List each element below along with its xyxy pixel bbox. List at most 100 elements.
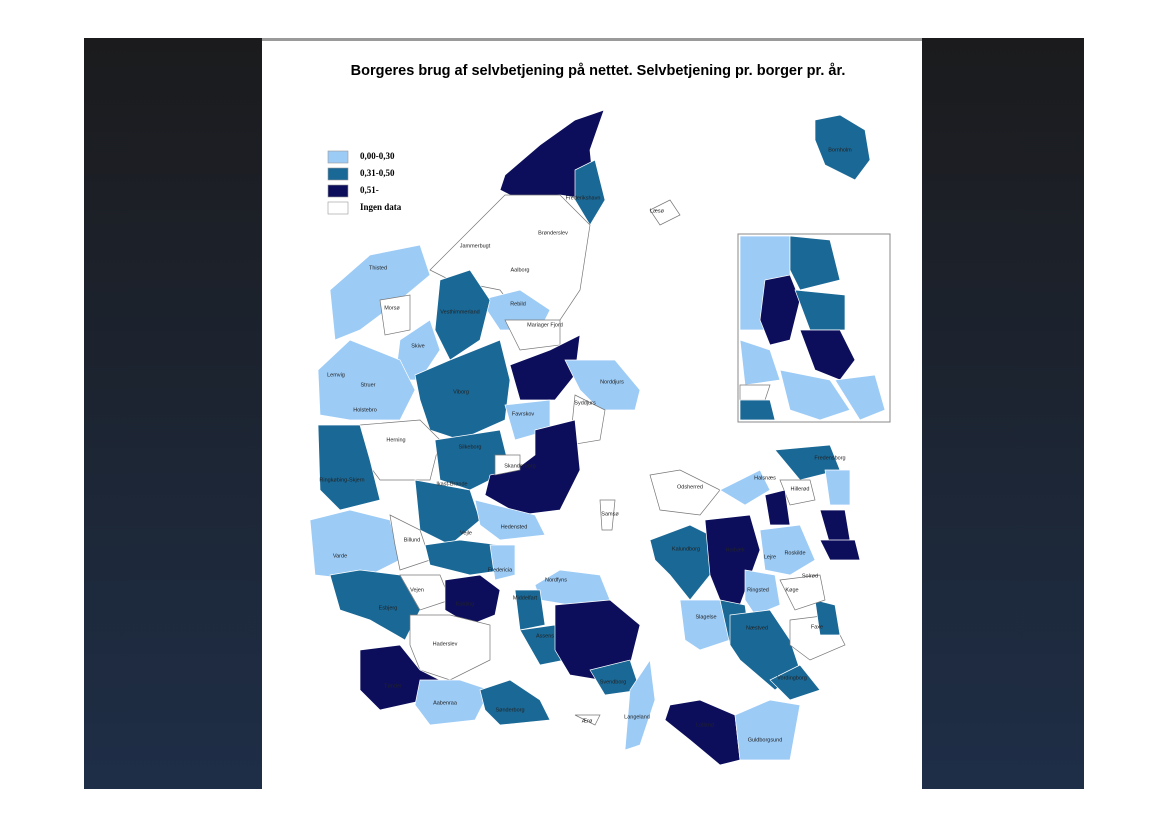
region bbox=[764, 489, 791, 526]
legend-label: 0,31-0,50 bbox=[360, 168, 395, 178]
region bbox=[489, 544, 516, 581]
municipality-label: Frederikshavn bbox=[566, 195, 601, 201]
municipality-label: Kalundborg bbox=[672, 546, 700, 552]
municipality-label: Favrskov bbox=[512, 411, 535, 417]
municipality-label: Guldborgsund bbox=[748, 737, 783, 743]
region bbox=[599, 499, 616, 531]
municipality-label: Hedensted bbox=[501, 524, 528, 530]
legend-swatch bbox=[327, 167, 349, 181]
municipality-label: Odsherred bbox=[677, 484, 703, 490]
municipality-label: Skanderborg bbox=[504, 463, 536, 469]
municipality-label: Brønderslev bbox=[538, 230, 568, 236]
region bbox=[739, 339, 781, 386]
municipality-label: Herning bbox=[386, 437, 405, 443]
region bbox=[414, 679, 491, 726]
municipality-label: Assens bbox=[536, 633, 554, 639]
region bbox=[814, 114, 871, 181]
municipality-label: Lejre bbox=[764, 554, 776, 560]
region bbox=[479, 679, 551, 726]
municipality-label: Aabenraa bbox=[433, 700, 458, 706]
region bbox=[814, 599, 841, 636]
municipality-label: Ringsted bbox=[747, 587, 769, 593]
municipality-label: Syddjurs bbox=[574, 400, 596, 406]
region bbox=[494, 454, 521, 476]
region bbox=[679, 599, 731, 651]
municipality-label: Tønder bbox=[384, 683, 402, 689]
region bbox=[317, 424, 381, 511]
municipality-label: Roskilde bbox=[784, 550, 805, 556]
region bbox=[379, 294, 411, 336]
municipality-label: Hillerød bbox=[791, 486, 810, 492]
municipality-label: Holstebro bbox=[353, 407, 377, 413]
municipality-label: Mariager Fjord bbox=[527, 322, 563, 328]
map-title: Borgeres brug af selvbetjening på nettet… bbox=[351, 63, 846, 79]
municipality-label: Middelfart bbox=[513, 595, 538, 601]
region bbox=[664, 699, 741, 766]
municipality-label: Silkeborg bbox=[459, 444, 482, 450]
municipality-label: Aalborg bbox=[511, 267, 530, 273]
region bbox=[514, 589, 546, 631]
region bbox=[649, 199, 681, 226]
region bbox=[624, 659, 656, 751]
municipality-label: Rebild bbox=[510, 301, 526, 307]
municipality-label: Slagelse bbox=[695, 614, 716, 620]
municipality-label: Sønderborg bbox=[495, 707, 524, 713]
region bbox=[834, 374, 886, 421]
municipality-label: Fredericia bbox=[488, 567, 513, 573]
municipality-label: Faxe bbox=[811, 624, 823, 630]
legend-label: 0,51- bbox=[360, 185, 379, 195]
municipality-label: Ringkøbing-Skjern bbox=[319, 477, 364, 483]
region bbox=[794, 289, 846, 331]
region bbox=[434, 269, 491, 361]
municipality-label: Svendborg bbox=[600, 679, 627, 685]
municipality-label: Thisted bbox=[369, 265, 387, 271]
region bbox=[779, 369, 851, 421]
region bbox=[317, 339, 416, 421]
region bbox=[759, 274, 801, 346]
region bbox=[759, 524, 816, 576]
region bbox=[429, 194, 591, 331]
municipality-label: Norddjurs bbox=[600, 379, 624, 385]
region bbox=[389, 514, 431, 571]
region bbox=[564, 359, 641, 411]
municipality-label: Halsnæs bbox=[754, 475, 776, 481]
municipality-label: Nordfyns bbox=[545, 577, 567, 583]
region bbox=[719, 469, 771, 506]
region bbox=[649, 524, 721, 601]
municipality-label: Skive bbox=[411, 343, 424, 349]
municipality-label: Kolding bbox=[456, 601, 474, 607]
region bbox=[414, 339, 511, 441]
municipality-label: Samsø bbox=[601, 511, 619, 517]
municipality-label: Ikast-Brande bbox=[436, 481, 467, 487]
labels: Frederikshavn Læsø Brønderslev Jammerbugt Th… bbox=[319, 147, 852, 743]
region bbox=[739, 384, 771, 401]
legend-swatch bbox=[327, 201, 349, 215]
municipality-label: Struer bbox=[361, 382, 376, 388]
municipality-label: Lemvig bbox=[327, 372, 345, 378]
region bbox=[779, 479, 816, 506]
region bbox=[789, 235, 841, 291]
municipality-label: Billund bbox=[404, 537, 421, 543]
municipality-label: Læsø bbox=[650, 208, 665, 214]
legend-swatch bbox=[327, 184, 349, 198]
municipality-label: Køge bbox=[785, 587, 798, 593]
municipality-label: Fredensborg bbox=[814, 455, 845, 461]
municipality-label: Vordingborg bbox=[777, 675, 807, 681]
region bbox=[574, 159, 606, 226]
municipality-label: Langeland bbox=[624, 714, 650, 720]
region bbox=[309, 509, 401, 581]
municipality-label: Haderslev bbox=[433, 641, 458, 647]
region bbox=[534, 569, 611, 606]
regions bbox=[309, 109, 886, 766]
municipality-label: Bornholm bbox=[828, 147, 852, 153]
municipality-label: Morsø bbox=[384, 305, 400, 311]
municipality-label: Jammerbugt bbox=[460, 243, 491, 249]
municipality-label: Viborg bbox=[453, 389, 469, 395]
municipality-label: Ærø bbox=[582, 718, 593, 724]
municipality-label: Vesthimmerland bbox=[440, 309, 479, 315]
region bbox=[799, 329, 856, 381]
region bbox=[409, 614, 491, 681]
region bbox=[574, 714, 601, 726]
